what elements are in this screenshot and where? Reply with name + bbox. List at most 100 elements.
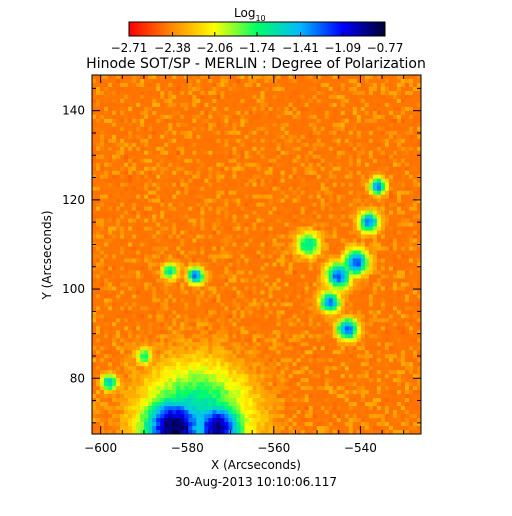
heatmap-cell: [156, 278, 160, 282]
heatmap-cell: [353, 167, 357, 171]
heatmap-cell: [365, 262, 369, 266]
heatmap-cell: [200, 239, 204, 243]
heatmap-cell: [240, 79, 244, 83]
heatmap-cell: [188, 314, 192, 318]
heatmap-cell: [224, 119, 228, 123]
heatmap-cell: [136, 155, 140, 159]
heatmap-cell: [305, 87, 309, 91]
heatmap-cell: [104, 302, 108, 306]
heatmap-cell: [345, 167, 349, 171]
heatmap-cell: [393, 274, 397, 278]
heatmap-cell: [365, 199, 369, 203]
heatmap-cell: [216, 262, 220, 266]
heatmap-cell: [108, 314, 112, 318]
heatmap-cell: [305, 286, 309, 290]
heatmap-cell: [100, 258, 104, 262]
heatmap-cell: [124, 91, 128, 95]
heatmap-cell: [96, 199, 100, 203]
heatmap-cell: [156, 199, 160, 203]
heatmap-cell: [112, 262, 116, 266]
heatmap-cell: [341, 79, 345, 83]
heatmap-cell: [212, 107, 216, 111]
heatmap-cell: [357, 147, 361, 151]
heatmap-cell: [281, 159, 285, 163]
heatmap-cell: [337, 163, 341, 167]
heatmap-cell: [124, 183, 128, 187]
heatmap-cell: [289, 247, 293, 251]
heatmap-cell: [128, 258, 132, 262]
heatmap-cell: [385, 219, 389, 223]
heatmap-cell: [341, 262, 345, 266]
heatmap-cell: [112, 207, 116, 211]
heatmap-cell: [309, 75, 313, 79]
heatmap-cell: [413, 87, 417, 91]
heatmap-cell: [313, 298, 317, 302]
heatmap-cell: [329, 123, 333, 127]
heatmap-cell: [152, 147, 156, 151]
heatmap-cell: [329, 167, 333, 171]
heatmap-cell: [108, 195, 112, 199]
heatmap-cell: [232, 298, 236, 302]
heatmap-cell: [144, 91, 148, 95]
heatmap-cell: [188, 139, 192, 143]
heatmap-cell: [92, 231, 96, 235]
heatmap-cell: [265, 123, 269, 127]
heatmap-cell: [144, 99, 148, 103]
heatmap-cell: [313, 255, 317, 259]
heatmap-cell: [196, 139, 200, 143]
heatmap-cell: [116, 207, 120, 211]
heatmap-cell: [160, 103, 164, 107]
heatmap-cell: [397, 207, 401, 211]
heatmap-cell: [128, 223, 132, 227]
heatmap-cell: [309, 302, 313, 306]
heatmap-cell: [317, 290, 321, 294]
heatmap-cell: [176, 227, 180, 231]
heatmap-cell: [184, 75, 188, 79]
heatmap-cell: [349, 131, 353, 135]
heatmap-cell: [248, 310, 252, 314]
heatmap-cell: [152, 266, 156, 270]
heatmap-cell: [232, 191, 236, 195]
heatmap-cell: [353, 231, 357, 235]
heatmap-cell: [252, 183, 256, 187]
heatmap-cell: [200, 155, 204, 159]
heatmap-cell: [244, 103, 248, 107]
heatmap-cell: [132, 127, 136, 131]
heatmap-cell: [329, 274, 333, 278]
heatmap-cell: [244, 258, 248, 262]
heatmap-cell: [321, 127, 325, 131]
heatmap-cell: [140, 147, 144, 151]
heatmap-cell: [144, 163, 148, 167]
heatmap-cell: [353, 247, 357, 251]
heatmap-cell: [393, 207, 397, 211]
heatmap-cell: [289, 286, 293, 290]
heatmap-cell: [365, 159, 369, 163]
heatmap-cell: [128, 255, 132, 259]
heatmap-cell: [273, 99, 277, 103]
heatmap-cell: [164, 151, 168, 155]
heatmap-cell: [128, 215, 132, 219]
heatmap-cell: [224, 147, 228, 151]
heatmap-cell: [285, 163, 289, 167]
heatmap-cell: [252, 203, 256, 207]
heatmap-cell: [144, 199, 148, 203]
heatmap-cell: [240, 99, 244, 103]
heatmap-cell: [156, 107, 160, 111]
heatmap-cell: [309, 227, 313, 231]
heatmap-cell: [357, 131, 361, 135]
heatmap-cell: [212, 274, 216, 278]
heatmap-cell: [265, 163, 269, 167]
heatmap-cell: [257, 215, 261, 219]
heatmap-cell: [349, 286, 353, 290]
heatmap-cell: [152, 286, 156, 290]
heatmap-cell: [297, 183, 301, 187]
heatmap-cell: [369, 247, 373, 251]
heatmap-cell: [401, 79, 405, 83]
heatmap-cell: [208, 286, 212, 290]
heatmap-cell: [293, 278, 297, 282]
heatmap-cell: [180, 83, 184, 87]
heatmap-cell: [252, 127, 256, 131]
heatmap-cell: [285, 103, 289, 107]
heatmap-cell: [401, 270, 405, 274]
heatmap-cell: [192, 199, 196, 203]
